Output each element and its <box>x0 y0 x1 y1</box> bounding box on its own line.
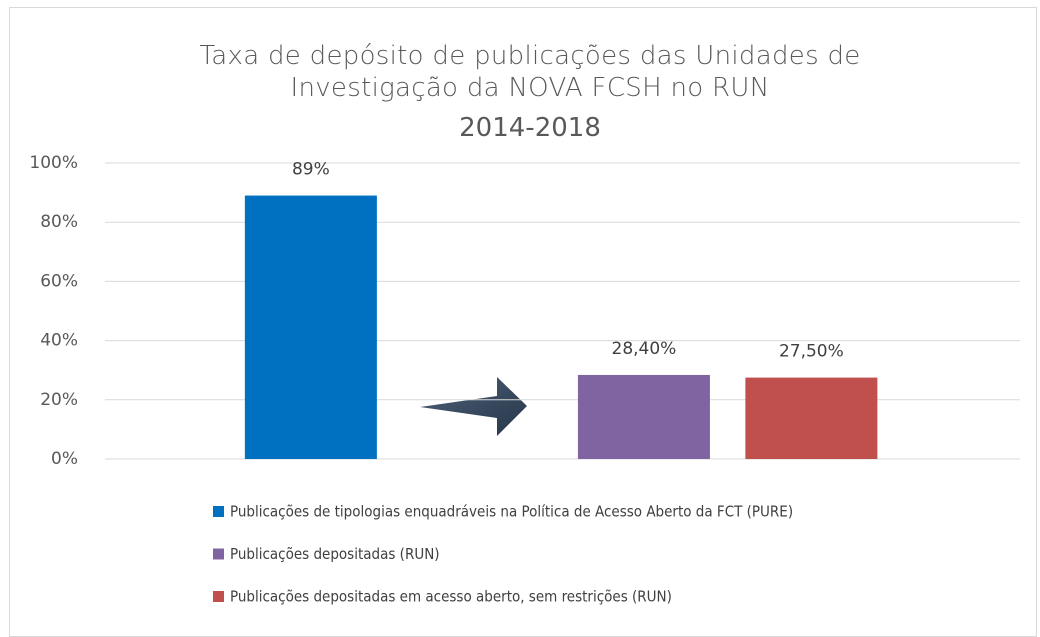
y-tick-label: 80% <box>40 212 78 232</box>
y-tick-label: 20% <box>40 390 78 410</box>
legend-swatch <box>213 548 224 560</box>
legend-label: Publicações depositadas em acesso aberto… <box>230 588 672 606</box>
y-tick-label: 0% <box>51 449 78 469</box>
legend-label: Publicações de tipologias enquadráveis n… <box>230 503 793 521</box>
legend-swatch <box>213 591 224 602</box>
arrow <box>420 377 527 436</box>
data-label: 28,40% <box>612 339 677 359</box>
y-tick-label: 60% <box>40 271 78 291</box>
data-label: 27,50% <box>779 342 844 362</box>
data-label: 89% <box>292 160 330 180</box>
y-tick-label: 100% <box>29 153 78 173</box>
legend-swatch <box>213 506 224 517</box>
y-tick-label: 40% <box>40 331 78 351</box>
bar <box>745 377 878 459</box>
chart-subtitle: 2014-2018 <box>459 113 601 143</box>
bar <box>577 374 710 459</box>
legend-label: Publicações depositadas (RUN) <box>230 545 440 563</box>
chart-title: Taxa de depósito de publicações das Unid… <box>199 41 861 103</box>
bar <box>244 195 377 459</box>
